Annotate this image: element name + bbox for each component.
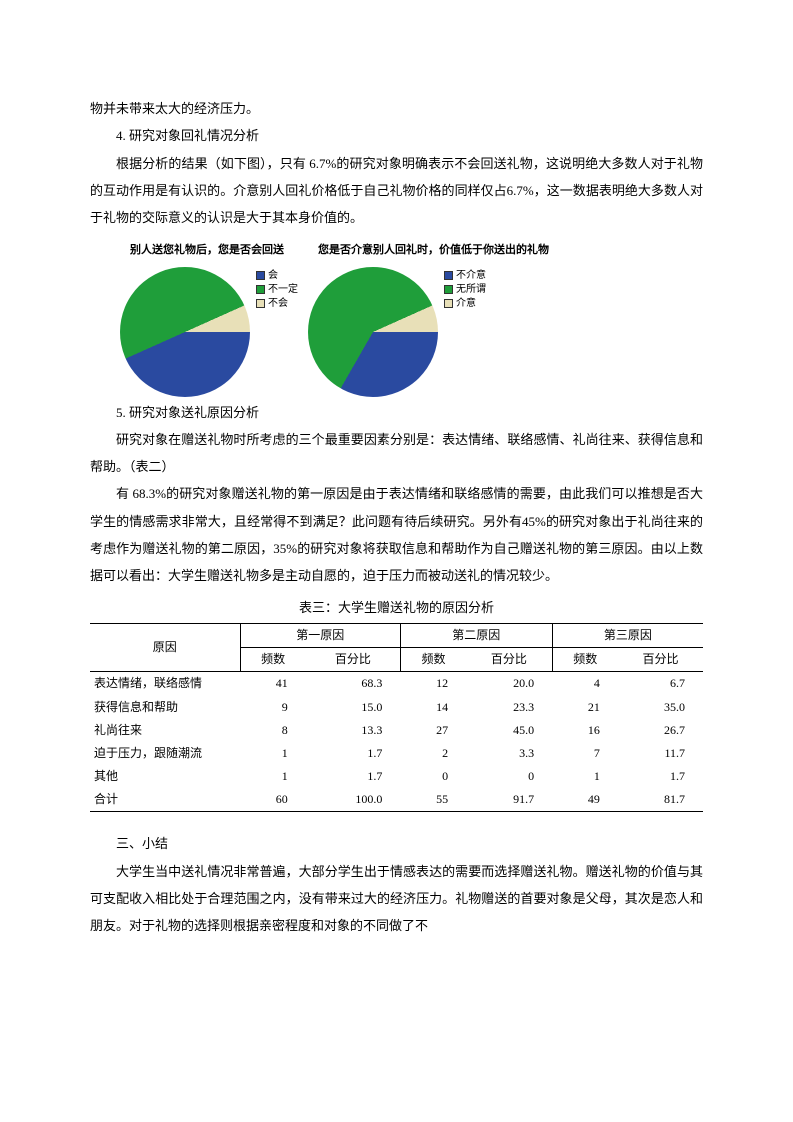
th-reason: 原因 [90, 623, 240, 671]
th-sub: 百分比 [618, 648, 703, 672]
th-sub: 频数 [400, 648, 466, 672]
cell-value: 55 [400, 788, 466, 812]
cell-reason: 其他 [90, 765, 240, 788]
cell-value: 11.7 [618, 742, 703, 765]
chart1-title: 别人送您礼物后，您是否会回送 [130, 239, 298, 262]
table-row: 表达情绪，联络感情4168.31220.046.7 [90, 672, 703, 696]
heading-5: 5. 研究对象送礼原因分析 [90, 399, 703, 426]
cell-value: 2 [400, 742, 466, 765]
cell-value: 1.7 [306, 742, 401, 765]
legend-swatch [256, 299, 265, 308]
cell-value: 6.7 [618, 672, 703, 696]
th-group-1: 第一原因 [240, 623, 400, 647]
cell-reason: 礼尚往来 [90, 719, 240, 742]
legend-label: 介意 [456, 297, 476, 310]
legend-item: 不一定 [256, 283, 298, 296]
cell-value: 27 [400, 719, 466, 742]
legend-item: 不会 [256, 297, 298, 310]
cell-value: 21 [552, 696, 618, 719]
cell-value: 45.0 [466, 719, 552, 742]
cell-value: 4 [552, 672, 618, 696]
cell-value: 60 [240, 788, 306, 812]
cell-value: 16 [552, 719, 618, 742]
cell-reason: 合计 [90, 788, 240, 812]
table-row: 其他11.70011.7 [90, 765, 703, 788]
table-title: 表三：大学生赠送礼物的原因分析 [90, 594, 703, 621]
th-group-2: 第二原因 [400, 623, 552, 647]
cell-value: 68.3 [306, 672, 401, 696]
heading-4: 4. 研究对象回礼情况分析 [90, 122, 703, 149]
legend-swatch [256, 271, 265, 280]
cell-value: 12 [400, 672, 466, 696]
legend-label: 不会 [268, 297, 288, 310]
cell-value: 1 [240, 742, 306, 765]
paragraph-summary: 大学生当中送礼情况非常普遍，大部分学生出于情感表达的需要而选择赠送礼物。赠送礼物… [90, 858, 703, 940]
th-sub: 百分比 [466, 648, 552, 672]
legend-label: 不一定 [268, 283, 298, 296]
cell-value: 3.3 [466, 742, 552, 765]
cell-value: 35.0 [618, 696, 703, 719]
chart2-pie [308, 267, 438, 397]
legend-label: 不介意 [456, 269, 486, 282]
chart1-legend: 会不一定不会 [256, 269, 298, 310]
cell-value: 15.0 [306, 696, 401, 719]
table-row: 礼尚往来813.32745.01626.7 [90, 719, 703, 742]
cell-value: 26.7 [618, 719, 703, 742]
chart2-legend: 不介意无所谓介意 [444, 269, 486, 310]
cell-value: 1 [552, 765, 618, 788]
cell-value: 23.3 [466, 696, 552, 719]
legend-label: 无所谓 [456, 283, 486, 296]
cell-value: 0 [466, 765, 552, 788]
cell-value: 41 [240, 672, 306, 696]
cell-value: 13.3 [306, 719, 401, 742]
cell-value: 1.7 [306, 765, 401, 788]
legend-swatch [444, 299, 453, 308]
chart-return-gift: 别人送您礼物后，您是否会回送 会不一定不会 [120, 239, 298, 396]
legend-label: 会 [268, 269, 278, 282]
legend-item: 无所谓 [444, 283, 486, 296]
cell-value: 14 [400, 696, 466, 719]
paragraph-4: 根据分析的结果（如下图），只有 6.7%的研究对象明确表示不会回送礼物，这说明绝… [90, 150, 703, 232]
legend-swatch [444, 285, 453, 294]
th-sub: 频数 [240, 648, 306, 672]
paragraph-tail: 物并未带来太大的经济压力。 [90, 95, 703, 122]
chart1-pie [120, 267, 250, 397]
legend-swatch [256, 285, 265, 294]
cell-reason: 获得信息和帮助 [90, 696, 240, 719]
legend-item: 会 [256, 269, 298, 282]
cell-reason: 表达情绪，联络感情 [90, 672, 240, 696]
cell-value: 20.0 [466, 672, 552, 696]
cell-reason: 迫于压力，跟随潮流 [90, 742, 240, 765]
cell-value: 49 [552, 788, 618, 812]
table-row: 合计60100.05591.74981.7 [90, 788, 703, 812]
legend-item: 介意 [444, 297, 486, 310]
cell-value: 7 [552, 742, 618, 765]
th-sub: 百分比 [306, 648, 401, 672]
paragraph-5b: 有 68.3%的研究对象赠送礼物的第一原因是由于表达情绪和联络感情的需要，由此我… [90, 480, 703, 589]
charts-row: 别人送您礼物后，您是否会回送 会不一定不会 您是否介意别人回礼时，价值低于你送出… [120, 239, 703, 396]
cell-value: 1.7 [618, 765, 703, 788]
legend-swatch [444, 271, 453, 280]
cell-value: 91.7 [466, 788, 552, 812]
cell-value: 8 [240, 719, 306, 742]
chart-mind-value: 您是否介意别人回礼时，价值低于你送出的礼物 不介意无所谓介意 [308, 239, 549, 396]
th-sub: 频数 [552, 648, 618, 672]
paragraph-5a: 研究对象在赠送礼物时所考虑的三个最重要因素分别是：表达情绪、联络感情、礼尚往来、… [90, 426, 703, 481]
cell-value: 0 [400, 765, 466, 788]
heading-summary: 三、小结 [90, 830, 703, 857]
cell-value: 9 [240, 696, 306, 719]
legend-item: 不介意 [444, 269, 486, 282]
reasons-table: 原因 第一原因 第二原因 第三原因 频数 百分比 频数 百分比 频数 百分比 表… [90, 623, 703, 813]
th-group-3: 第三原因 [552, 623, 703, 647]
table-row: 获得信息和帮助915.01423.32135.0 [90, 696, 703, 719]
table-row: 迫于压力，跟随潮流11.723.3711.7 [90, 742, 703, 765]
cell-value: 81.7 [618, 788, 703, 812]
cell-value: 100.0 [306, 788, 401, 812]
cell-value: 1 [240, 765, 306, 788]
chart2-title: 您是否介意别人回礼时，价值低于你送出的礼物 [318, 239, 549, 262]
